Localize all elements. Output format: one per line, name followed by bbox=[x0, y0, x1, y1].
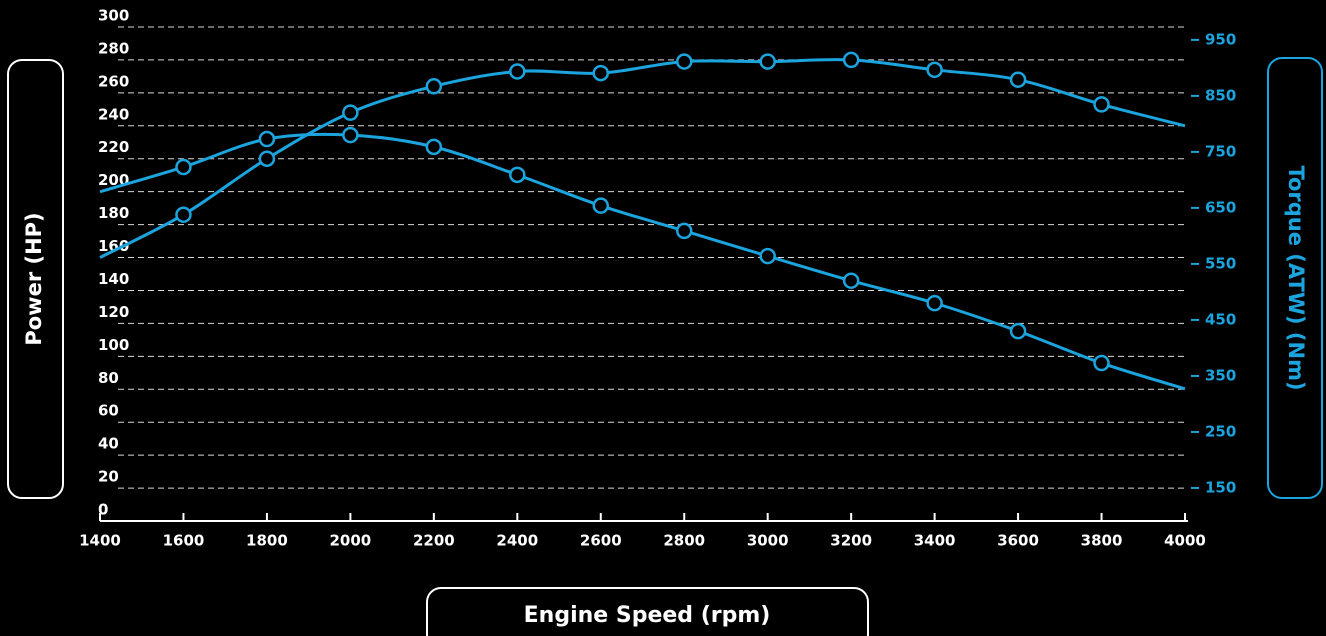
y-tick-label: 0 bbox=[98, 501, 108, 519]
point bbox=[926, 61, 943, 79]
point bbox=[592, 64, 610, 82]
y-tick-label: 60 bbox=[98, 402, 119, 420]
x-tick-label: 1800 bbox=[246, 532, 288, 550]
y2-tick-label: 850 bbox=[1205, 86, 1236, 104]
x-tick-label: 2000 bbox=[330, 532, 372, 550]
point bbox=[509, 166, 526, 184]
point bbox=[842, 272, 860, 289]
y2-label-box bbox=[1267, 57, 1323, 499]
x-tick-label: 2200 bbox=[413, 532, 455, 550]
point bbox=[175, 206, 192, 223]
point bbox=[509, 63, 526, 80]
y2-tick-label: 950 bbox=[1205, 30, 1236, 48]
line bbox=[99, 132, 1186, 391]
point bbox=[592, 197, 610, 214]
x-tick-label: 4000 bbox=[1164, 532, 1206, 550]
y2-axis-title: Torque (ATW) (Nm) bbox=[1284, 165, 1308, 390]
x-tick-label: 2600 bbox=[580, 532, 622, 550]
y-tick-label: 40 bbox=[98, 435, 119, 453]
point bbox=[1093, 354, 1110, 372]
point bbox=[675, 222, 693, 240]
point bbox=[342, 104, 359, 121]
y2-tick-label: 650 bbox=[1205, 198, 1236, 216]
y-tick-label: 20 bbox=[98, 468, 119, 486]
y-tick-label: 260 bbox=[98, 72, 129, 90]
point bbox=[926, 294, 943, 312]
point bbox=[1009, 322, 1027, 340]
y2-tick-label: 250 bbox=[1205, 422, 1236, 440]
point bbox=[1093, 96, 1110, 113]
y-tick-label: 300 bbox=[98, 7, 129, 25]
x-tick-label: 3600 bbox=[997, 532, 1039, 550]
x-tick-label: 1600 bbox=[163, 532, 205, 550]
y2-tick-label: 450 bbox=[1205, 310, 1236, 328]
point bbox=[675, 53, 693, 70]
point bbox=[425, 78, 443, 95]
x-axis-title: Engine Speed (rpm) bbox=[524, 603, 771, 628]
x-label-box bbox=[426, 587, 869, 636]
point bbox=[759, 53, 776, 70]
y-tick-label: 160 bbox=[98, 237, 129, 255]
x-tick-label: 3200 bbox=[830, 532, 872, 550]
y-tick-label: 180 bbox=[98, 204, 129, 222]
point bbox=[258, 150, 276, 167]
y-tick-label: 120 bbox=[98, 303, 129, 321]
x-tick-label: 2800 bbox=[663, 532, 705, 550]
y2-tick-label: 150 bbox=[1205, 478, 1236, 496]
y2-tick-label: 750 bbox=[1205, 142, 1236, 160]
point bbox=[842, 51, 860, 69]
x-tick-label: 3400 bbox=[914, 532, 956, 550]
point bbox=[1009, 71, 1027, 88]
point bbox=[342, 126, 359, 144]
point bbox=[759, 247, 776, 265]
x-tick-label: 3800 bbox=[1081, 532, 1123, 550]
y-tick-label: 80 bbox=[98, 369, 119, 387]
y-tick-label: 140 bbox=[98, 270, 129, 288]
point bbox=[175, 158, 192, 176]
point bbox=[258, 130, 276, 148]
y-tick-label: 220 bbox=[98, 138, 129, 156]
y-tick-label: 280 bbox=[98, 39, 129, 57]
y-label-box bbox=[7, 59, 64, 499]
y2-tick-label: 550 bbox=[1205, 254, 1236, 272]
x-tick-label: 2400 bbox=[496, 532, 538, 550]
y-tick-label: 100 bbox=[98, 336, 129, 354]
x-tick-label: 3000 bbox=[747, 532, 789, 550]
x-tick-label: 1400 bbox=[79, 532, 121, 550]
y2-tick-label: 350 bbox=[1205, 366, 1236, 384]
point bbox=[425, 138, 443, 156]
y-axis-title: Power (HP) bbox=[22, 212, 46, 345]
y-tick-label: 240 bbox=[98, 105, 129, 123]
